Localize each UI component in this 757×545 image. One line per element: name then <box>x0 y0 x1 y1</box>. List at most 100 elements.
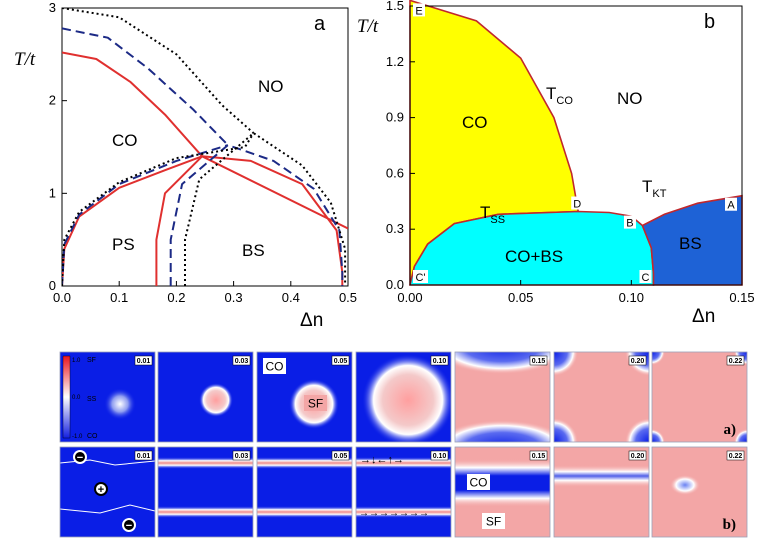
domain-wall <box>356 457 451 469</box>
snapshot-value-box <box>628 450 647 461</box>
label-sf-box <box>304 395 327 411</box>
charge-core <box>96 484 106 494</box>
snapshot-value: 0.22 <box>729 453 743 460</box>
colorbar-name: SS <box>87 396 97 403</box>
x-tick-label: 0.15 <box>729 290 754 305</box>
curve-label-tco: TCO <box>546 84 573 107</box>
row-a-panel-3: 0.05 CO SF <box>256 351 353 443</box>
domain-wall <box>158 457 253 469</box>
snapshot-frame <box>454 446 551 538</box>
panel-a-frame <box>61 7 349 287</box>
snapshot-frame <box>355 351 452 443</box>
label-co-box <box>467 474 490 490</box>
series-solid-bs-boundary <box>155 155 344 286</box>
region-label-bs-a: BS <box>242 241 265 260</box>
snapshot-value: 0.03 <box>235 358 249 365</box>
row-a-panel-7: 0.22 <box>651 351 748 443</box>
co-domain <box>670 475 700 495</box>
snapshot-value: 0.05 <box>334 453 348 460</box>
co-domain <box>652 429 665 442</box>
domain-wall <box>158 506 253 518</box>
row-a-panel-1: 0.01 <box>59 351 156 443</box>
snapshot-value: 0.10 <box>433 453 447 460</box>
snapshot-value: 0.15 <box>532 453 546 460</box>
y-tick-label: 0.0 <box>386 277 404 292</box>
snapshot-value-box <box>331 450 350 461</box>
x-tick-label: 0.10 <box>619 290 644 305</box>
colorbar-name: CO <box>87 433 98 440</box>
charge-core <box>75 452 85 462</box>
y-tick-label: 0.6 <box>386 165 404 180</box>
y-tick-label: 1.2 <box>386 54 404 69</box>
snapshot-frame <box>157 351 254 443</box>
series-dashed-co-boundary <box>62 27 229 146</box>
snapshot-value-box <box>232 355 251 366</box>
charge-sign: − <box>77 452 83 464</box>
row-b-panel-1: − + − 0.01 <box>59 446 156 538</box>
row-b-panel-5: 0.15 CO SF <box>454 446 551 538</box>
phase-diagram-a: 0.0 0.1 0.2 0.3 0.4 0.5 0 1 2 3 T/t Δn a NO CO PS… <box>14 0 357 331</box>
row-b-panel-3: 0.05 <box>256 446 353 538</box>
point-label: A <box>727 200 735 212</box>
point-label: C' <box>415 272 425 284</box>
x-tick-label: 0.5 <box>339 290 357 305</box>
region-label-ps-a: PS <box>112 235 135 254</box>
co-domain <box>554 418 578 442</box>
series-dashed-ps-boundary <box>62 144 229 286</box>
colorbar-value: 1.0 <box>72 358 81 364</box>
row-a-panel-5: 0.15 <box>454 351 551 443</box>
snapshot-frame <box>157 446 254 538</box>
series-dotted-bs-boundary <box>184 132 347 286</box>
panel-b-xlabel: Δn <box>692 306 715 327</box>
snapshot-value: 0.15 <box>532 358 546 365</box>
x-tick-label: 0.2 <box>167 290 185 305</box>
snapshot-value-box <box>726 450 745 461</box>
row-b-panel-4: →↓←↑→ →→→→→→→ 0.10 <box>355 446 452 538</box>
region-label-bs-b: BS <box>679 234 702 253</box>
snapshot-value: 0.03 <box>235 453 249 460</box>
co-domain <box>734 429 747 442</box>
snapshot-value-box <box>529 355 548 366</box>
panel-b-letter: b <box>704 11 715 33</box>
charge-core <box>124 520 134 530</box>
snapshot-frame <box>553 351 650 443</box>
sf-droplet <box>362 354 451 442</box>
row-b-panel-7: 0.22 <box>651 446 748 538</box>
region-label-no-a: NO <box>258 77 284 96</box>
co-domain <box>455 420 550 442</box>
point-box <box>639 270 652 283</box>
row-a-panel-6: 0.20 <box>553 351 650 443</box>
y-tick-label: 0.9 <box>386 110 404 125</box>
domain-wall <box>257 457 352 469</box>
region-label-no-b: NO <box>617 89 643 108</box>
snapshot-value: 0.05 <box>334 358 348 365</box>
sf-droplet <box>199 383 233 417</box>
point-box <box>623 215 636 229</box>
snapshot-value-box <box>134 450 153 461</box>
panel-a-letter: a <box>314 13 326 35</box>
colorbar <box>62 355 71 439</box>
snapshot-frame <box>256 351 353 443</box>
snapshot-value: 0.01 <box>137 358 151 365</box>
panel-b-frame <box>409 5 743 286</box>
row-a-panel-2: 0.03 <box>157 351 254 443</box>
label-co-box <box>263 358 286 374</box>
series-solid-co-boundary <box>62 51 203 157</box>
co-domain <box>625 418 649 442</box>
phase-diagram-b: 0.00 0.05 0.10 0.15 0.0 0.3 0.6 0.9 1.2 1.5 T/t Δ… <box>357 0 755 327</box>
row-a-tag: a) <box>724 422 737 438</box>
snapshot-frame <box>256 446 353 538</box>
region-label-co-b: CO <box>462 113 488 132</box>
curve-label-tss: TSS <box>480 203 505 226</box>
row-b-tag: b) <box>723 517 736 533</box>
panel-a-ylabel: T/t <box>14 49 36 70</box>
sf-droplet <box>104 388 136 420</box>
snapshot-frame <box>651 351 748 443</box>
snapshot-value: 0.22 <box>729 358 743 365</box>
label-sf: SF <box>308 397 323 411</box>
snapshot-frame <box>454 351 551 443</box>
x-tick-label: 0.1 <box>110 290 128 305</box>
charge-sign: + <box>98 484 104 496</box>
snapshot-value-box <box>430 355 449 366</box>
y-tick-label: 3 <box>49 0 56 15</box>
